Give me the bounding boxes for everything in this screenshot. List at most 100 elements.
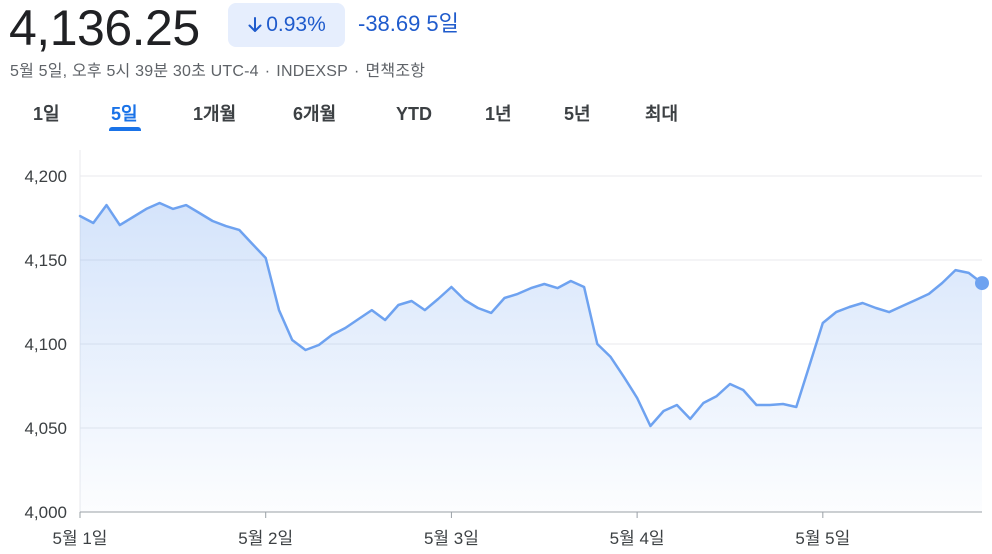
quote-meta-line: 5월 5일, 오후 5시 39분 30초 UTC-4 · INDEXSP · 면책조항 — [10, 60, 425, 84]
data-point — [527, 284, 535, 292]
series-area-fill — [80, 203, 982, 512]
meta-separator: · — [353, 63, 360, 80]
series-line — [78, 201, 984, 428]
x-tick-label: 5월 5일 — [795, 529, 850, 548]
x-tick-label: 5월 2일 — [238, 529, 293, 548]
y-tick-label: 4,150 — [24, 251, 67, 270]
tab-6-months[interactable]: 6개월 — [293, 104, 337, 124]
tab-1-year[interactable]: 1년 — [485, 104, 512, 124]
data-point — [302, 346, 310, 354]
tab-ytd[interactable]: YTD — [396, 104, 432, 124]
data-point — [129, 213, 137, 221]
data-point — [753, 401, 761, 409]
data-point — [355, 315, 363, 323]
data-point — [315, 341, 323, 349]
data-point — [368, 306, 376, 314]
data-point — [593, 340, 601, 348]
meta-separator: · — [264, 63, 271, 80]
data-point — [103, 201, 111, 209]
y-tick-label: 4,100 — [24, 335, 67, 354]
data-point — [222, 222, 230, 230]
change-period: 5일 — [426, 11, 459, 36]
data-point — [474, 304, 482, 312]
tab-1-day[interactable]: 1일 — [33, 104, 60, 124]
data-point — [209, 217, 217, 225]
data-point — [620, 373, 628, 381]
data-point — [89, 219, 97, 227]
axes-layer: 4,200 4,150 4,100 4,050 4,000 5월 1일 5월 2일 5월 3일… — [24, 167, 982, 548]
exchange-label: INDEXSP — [276, 63, 348, 80]
data-point — [912, 296, 920, 304]
data-point — [328, 331, 336, 339]
tab-1-month[interactable]: 1개월 — [193, 104, 237, 124]
data-point — [156, 199, 164, 207]
data-point — [421, 306, 429, 314]
data-point — [713, 392, 721, 400]
data-point — [580, 283, 588, 291]
data-point — [673, 401, 681, 409]
y-tick-label: 4,200 — [24, 167, 67, 186]
tab-max[interactable]: 최대 — [645, 104, 679, 124]
data-point — [381, 316, 389, 324]
y-tick-label: 4,050 — [24, 419, 67, 438]
series-layer — [76, 199, 989, 512]
data-point — [859, 299, 867, 307]
data-point — [726, 380, 734, 388]
last-price-dot — [975, 276, 989, 291]
data-point — [447, 283, 455, 291]
data-point — [806, 361, 814, 369]
data-point — [792, 403, 800, 411]
data-point — [275, 306, 283, 314]
data-point — [501, 294, 509, 302]
data-point — [819, 319, 827, 327]
data-point — [832, 308, 840, 316]
data-point — [394, 301, 402, 309]
data-point — [288, 336, 296, 344]
data-point — [182, 201, 190, 209]
data-point — [845, 303, 853, 311]
data-point — [195, 209, 203, 217]
data-point — [872, 304, 880, 312]
data-point — [341, 324, 349, 332]
data-point — [554, 284, 562, 292]
price-chart[interactable]: 4,200 4,150 4,100 4,050 4,000 5월 1일 5월 2일 5월 3일… — [0, 150, 992, 554]
data-point — [567, 277, 575, 285]
data-point — [514, 290, 522, 298]
data-point — [76, 212, 84, 220]
change-percent-badge: 0.93% — [228, 3, 345, 47]
data-point — [408, 297, 416, 305]
disclaimer-link[interactable]: 면책조항 — [365, 63, 426, 80]
tab-5-days[interactable]: 5일 — [109, 98, 141, 132]
data-point — [646, 422, 654, 430]
arrow-down-icon — [247, 15, 263, 35]
current-price: 4,136.25 — [9, 0, 200, 56]
change-value: -38.69 — [358, 11, 421, 36]
data-point — [487, 309, 495, 317]
data-point — [686, 415, 694, 423]
data-point — [540, 280, 548, 288]
data-point — [952, 266, 960, 274]
data-point — [779, 400, 787, 408]
data-point — [461, 296, 469, 304]
x-tick-label: 5월 3일 — [424, 529, 479, 548]
data-point — [925, 290, 933, 298]
data-point — [965, 269, 973, 277]
tab-5-years[interactable]: 5년 — [564, 104, 591, 124]
data-point — [766, 401, 774, 409]
data-point — [235, 226, 243, 234]
data-point — [699, 399, 707, 407]
x-tick-label: 5월 4일 — [610, 529, 665, 548]
data-point — [633, 394, 641, 402]
data-point — [434, 295, 442, 303]
x-tick-label: 5월 1일 — [53, 529, 108, 548]
data-point — [248, 240, 256, 248]
change-value-row: -38.69 5일 — [358, 8, 459, 40]
change-percent: 0.93% — [266, 13, 326, 36]
data-point — [660, 407, 668, 415]
data-point — [116, 221, 124, 229]
quote-timestamp: 5월 5일, 오후 5시 39분 30초 UTC-4 — [10, 63, 259, 80]
data-point — [607, 353, 615, 361]
data-point — [938, 279, 946, 287]
data-point — [739, 386, 747, 394]
